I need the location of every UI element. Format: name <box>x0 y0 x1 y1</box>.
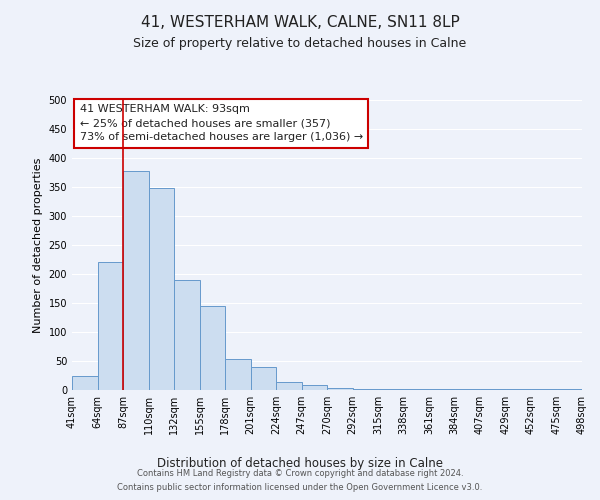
Text: 41, WESTERHAM WALK, CALNE, SN11 8LP: 41, WESTERHAM WALK, CALNE, SN11 8LP <box>140 15 460 30</box>
Bar <box>353 389 378 390</box>
Bar <box>199 306 225 390</box>
Text: Size of property relative to detached houses in Calne: Size of property relative to detached ho… <box>133 38 467 51</box>
Bar <box>327 388 353 390</box>
Text: Distribution of detached houses by size in Calne: Distribution of detached houses by size … <box>157 458 443 470</box>
Bar <box>225 360 251 390</box>
Bar <box>97 262 123 390</box>
Bar <box>72 376 97 390</box>
Bar <box>302 386 327 390</box>
Text: Contains public sector information licensed under the Open Government Licence v3: Contains public sector information licen… <box>118 484 482 492</box>
Y-axis label: Number of detached properties: Number of detached properties <box>33 158 43 332</box>
Bar <box>251 367 276 390</box>
Bar <box>123 171 149 390</box>
Text: Contains HM Land Registry data © Crown copyright and database right 2024.: Contains HM Land Registry data © Crown c… <box>137 468 463 477</box>
Bar <box>276 382 302 390</box>
Bar <box>174 280 199 390</box>
Bar <box>149 188 174 390</box>
Text: 41 WESTERHAM WALK: 93sqm
← 25% of detached houses are smaller (357)
73% of semi-: 41 WESTERHAM WALK: 93sqm ← 25% of detach… <box>80 104 363 142</box>
